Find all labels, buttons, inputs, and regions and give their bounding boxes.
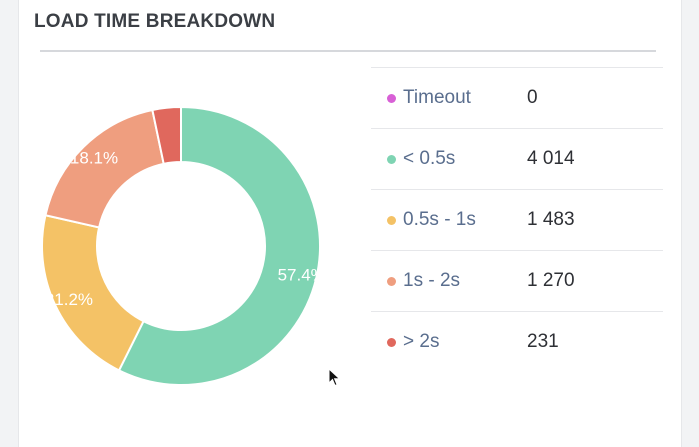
legend-label[interactable]: 0.5s - 1s <box>403 209 476 230</box>
percent-label-1s-2s: 18.1% <box>70 149 118 168</box>
donut-slice-1s-2s[interactable] <box>44 108 165 229</box>
legend-dot-icon <box>387 338 396 347</box>
legend-label[interactable]: Timeout <box>403 87 471 108</box>
mouse-cursor <box>328 367 342 393</box>
legend-value: 1 483 <box>527 209 575 230</box>
legend-row-timeout[interactable]: Timeout 0 <box>371 68 663 129</box>
legend-dot-icon <box>387 216 396 225</box>
legend-label[interactable]: 1s - 2s <box>403 270 461 291</box>
legend-row-2s[interactable]: > 2s 231 <box>371 312 663 372</box>
legend-value: 4 014 <box>527 148 575 169</box>
legend-table: Timeout 0 < 0.5s 4 014 0.5s - 1s 1 483 1s - 2s… <box>371 67 663 372</box>
legend-value: 231 <box>527 331 559 352</box>
percent-label-0-5s: 57.4% <box>278 265 326 284</box>
legend-row-1s-2s[interactable]: 1s - 2s 1 270 <box>371 251 663 312</box>
panel-title: LOAD TIME BREAKDOWN <box>34 11 276 32</box>
legend-dot-icon <box>387 155 396 164</box>
donut-slices <box>41 105 321 386</box>
legend-row-0-5s[interactable]: < 0.5s 4 014 <box>371 129 663 190</box>
percent-label-0-5s-1s: 21.2% <box>45 290 93 309</box>
title-divider <box>40 50 656 52</box>
legend-row-0-5s-1s[interactable]: 0.5s - 1s 1 483 <box>371 190 663 251</box>
legend-value: 1 270 <box>527 270 575 291</box>
legend-label[interactable]: < 0.5s <box>403 148 456 169</box>
donut-percent-labels: 57.4% 21.2% 18.1% <box>45 149 326 309</box>
donut-slice-0-5s[interactable] <box>117 105 321 386</box>
donut-slice-2s[interactable] <box>151 105 182 165</box>
legend-label[interactable]: > 2s <box>403 331 440 352</box>
legend-dot-icon <box>387 277 396 286</box>
legend-dot-icon <box>387 94 396 103</box>
legend-value: 0 <box>527 87 538 108</box>
